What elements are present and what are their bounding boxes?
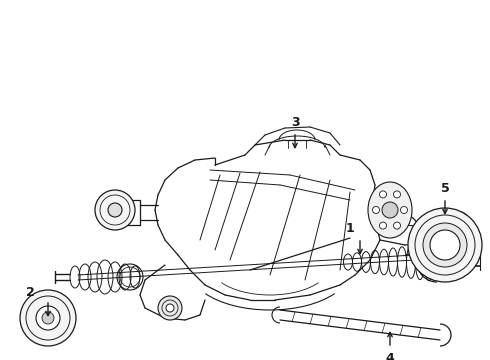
Circle shape <box>382 202 398 218</box>
Ellipse shape <box>368 182 412 238</box>
Circle shape <box>42 312 54 324</box>
Text: 2: 2 <box>25 285 34 298</box>
Circle shape <box>158 296 182 320</box>
Circle shape <box>36 306 60 330</box>
Circle shape <box>108 203 122 217</box>
Circle shape <box>430 230 460 260</box>
Text: 5: 5 <box>441 181 449 194</box>
Circle shape <box>372 207 379 213</box>
Circle shape <box>95 190 135 230</box>
Circle shape <box>379 222 387 229</box>
Circle shape <box>20 290 76 346</box>
Circle shape <box>400 207 408 213</box>
Text: 3: 3 <box>291 116 299 129</box>
Circle shape <box>166 304 174 312</box>
Circle shape <box>423 223 467 267</box>
Circle shape <box>393 222 400 229</box>
Circle shape <box>393 191 400 198</box>
Text: 1: 1 <box>345 221 354 234</box>
Text: 4: 4 <box>386 351 394 360</box>
Circle shape <box>408 208 482 282</box>
Circle shape <box>379 191 387 198</box>
